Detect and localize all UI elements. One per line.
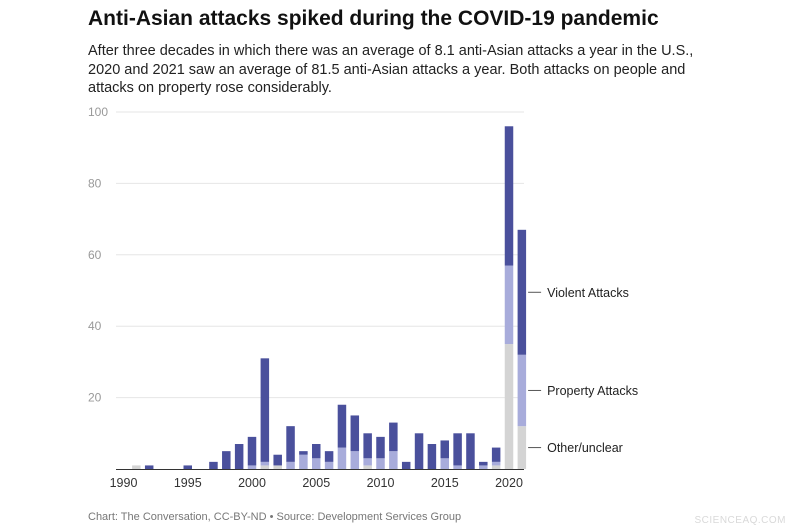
bar-violent-2019	[491, 447, 501, 462]
bar-violent-2000	[247, 436, 257, 466]
bar-violent-2014	[427, 444, 437, 469]
bar-property-2019	[491, 461, 501, 466]
bar-violent-2004	[299, 451, 308, 455]
bar-violent-2003	[286, 426, 295, 462]
bar-violent-1997	[209, 461, 218, 469]
bar-property-2008	[350, 451, 360, 469]
grid-lines	[116, 111, 524, 399]
chart-subtitle: After three decades in which there was a…	[88, 43, 694, 96]
bar-property-2001	[260, 461, 270, 466]
bar-violent-2006	[324, 451, 334, 462]
bar-other-2002	[273, 465, 282, 469]
bar-other-2001	[260, 465, 270, 469]
watermark: SCIENCEAQ.COM	[694, 515, 786, 526]
y-tick-label: 20	[88, 391, 102, 405]
bar-other-2019	[491, 465, 501, 469]
bar-property-2015	[440, 458, 449, 469]
bar-property-2021	[517, 354, 527, 427]
bar-violent-2018	[479, 461, 488, 466]
bar-violent-1999	[234, 444, 244, 469]
bar-property-2011	[389, 451, 398, 469]
bar-violent-2021	[517, 229, 527, 355]
bar-other-2009	[363, 465, 372, 469]
series-label-violent: Violent Attacks	[547, 286, 629, 300]
bar-violent-2012	[401, 461, 411, 469]
bar-violent-2013	[414, 433, 424, 469]
bar-property-2000	[247, 465, 257, 469]
bar-violent-1998	[222, 451, 231, 469]
bar-violent-2002	[273, 454, 282, 466]
bar-violent-2008	[350, 415, 360, 452]
x-tick-label: 2005	[302, 476, 330, 490]
chart-source: Chart: The Conversation, CC-BY-ND • Sour…	[88, 511, 462, 523]
bar-other-2021	[517, 426, 527, 469]
bar-other-2020	[504, 344, 514, 469]
bar-property-2005	[312, 458, 321, 469]
y-tick-label: 40	[88, 319, 102, 333]
x-tick-label: 1995	[174, 476, 202, 490]
x-tick-label: 2010	[367, 476, 395, 490]
x-tick-label: 2020	[495, 476, 523, 490]
bar-violent-2007	[337, 404, 347, 448]
bar-violent-2010	[376, 436, 385, 459]
bar-violent-1995	[183, 465, 192, 469]
y-tick-label: 80	[88, 176, 102, 190]
bar-property-2010	[376, 458, 385, 469]
bar-violent-2005	[312, 444, 321, 459]
bar-property-2004	[299, 454, 308, 469]
chart-title: Anti-Asian attacks spiked during the COV…	[88, 7, 659, 30]
bar-other-1991	[132, 465, 141, 469]
x-tick-label: 2015	[431, 476, 459, 490]
y-tick-label: 60	[88, 248, 102, 262]
bar-violent-2001	[260, 358, 270, 462]
series-label-other: Other/unclear	[547, 441, 623, 455]
bar-violent-2017	[466, 433, 475, 469]
bar-violent-2011	[389, 422, 398, 452]
x-tick-label: 2000	[238, 476, 266, 490]
y-axis-ticks: 100 80 60 40 20	[88, 105, 108, 405]
bar-property-2009	[363, 458, 372, 466]
series-labels: Other/unclear Property Attacks Violent Att…	[528, 286, 638, 455]
series-label-property: Property Attacks	[547, 384, 638, 398]
bar-property-2007	[337, 447, 347, 469]
bars	[132, 126, 527, 469]
y-tick-label: 100	[88, 105, 108, 119]
bar-violent-2016	[453, 433, 462, 466]
bar-violent-2009	[363, 433, 372, 459]
bar-property-2020	[504, 265, 514, 345]
bar-property-2006	[324, 461, 334, 469]
x-axis-ticks: 1990 1995 2000 2005 2010 2015 2020	[110, 476, 523, 490]
bar-violent-2020	[504, 126, 514, 266]
bar-property-2003	[286, 461, 295, 469]
bar-violent-2015	[440, 440, 449, 459]
bar-property-2016	[453, 465, 462, 469]
x-tick-label: 1990	[110, 476, 138, 490]
bar-violent-1992	[144, 465, 154, 469]
bar-property-2018	[479, 465, 488, 469]
